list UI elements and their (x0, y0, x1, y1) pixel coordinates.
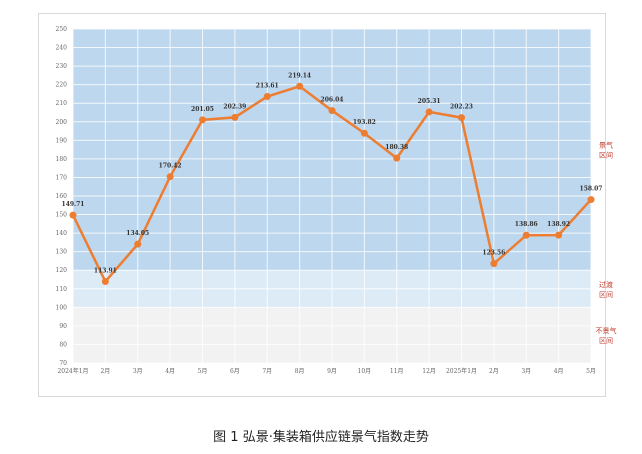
x-tick-label: 2024年1月 (57, 367, 88, 375)
zone-label: 不景气 (596, 326, 617, 335)
x-tick-label: 4月 (554, 368, 564, 375)
y-tick-label: 160 (56, 193, 68, 200)
data-label: 149.71 (62, 201, 85, 208)
y-tick-label: 250 (56, 26, 68, 33)
data-label: 193.82 (353, 119, 376, 126)
data-label: 213.61 (256, 83, 279, 90)
data-point (490, 260, 498, 268)
y-tick-label: 120 (56, 267, 68, 274)
x-tick-label: 3月 (521, 368, 531, 375)
data-label: 138.86 (515, 221, 538, 228)
x-tick-label: 9月 (327, 368, 337, 375)
x-tick-label: 10月 (358, 368, 372, 375)
y-tick-label: 130 (56, 249, 68, 256)
x-tick-label: 8月 (295, 368, 305, 375)
data-point (393, 154, 401, 162)
y-tick-label: 170 (56, 174, 68, 181)
data-label: 206.04 (321, 97, 344, 104)
zone-label: 过渡 (599, 280, 613, 289)
y-tick-label: 190 (56, 137, 68, 144)
x-tick-label: 4月 (165, 368, 175, 375)
x-tick-label: 6月 (230, 368, 240, 375)
x-tick-label: 5月 (586, 368, 596, 375)
chart-frame (38, 13, 606, 397)
x-tick-label: 5月 (198, 368, 208, 375)
y-tick-label: 70 (59, 360, 67, 367)
data-label: 123.56 (482, 250, 505, 257)
data-point (231, 113, 239, 121)
y-tick-label: 100 (56, 304, 68, 311)
data-point (134, 240, 142, 248)
data-point (296, 82, 304, 90)
data-label: 202.39 (223, 103, 246, 110)
y-tick-label: 150 (56, 212, 68, 219)
data-label: 170.42 (159, 163, 182, 170)
y-tick-label: 220 (56, 82, 68, 89)
data-label: 138.92 (547, 221, 570, 228)
x-tick-label: 7月 (262, 368, 272, 375)
zone-label: 景气 (599, 141, 613, 150)
data-label: 158.07 (580, 186, 603, 193)
data-point (360, 129, 368, 137)
zone-label: 区间 (599, 337, 613, 345)
x-tick-label: 3月 (133, 368, 143, 375)
data-point (101, 278, 109, 286)
data-point (69, 211, 77, 219)
y-tick-label: 230 (56, 63, 68, 70)
data-point (199, 116, 206, 124)
y-tick-label: 200 (56, 119, 68, 126)
zone-label: 区间 (599, 291, 613, 299)
data-point (458, 114, 465, 122)
x-tick-label: 2月 (489, 368, 499, 375)
data-label: 134.05 (126, 230, 149, 237)
data-label: 219.14 (288, 72, 311, 79)
y-tick-label: 210 (56, 100, 68, 107)
data-point (522, 231, 530, 239)
data-point (425, 108, 433, 116)
data-point (263, 93, 271, 101)
data-label: 113.91 (94, 268, 117, 275)
y-tick-label: 80 (59, 341, 67, 348)
figure-caption: 图 1 弘景·集装箱供应链景气指数走势 (213, 430, 429, 445)
zone-label: 区间 (599, 152, 613, 160)
data-point (328, 107, 336, 115)
data-label: 180.38 (385, 144, 408, 151)
x-tick-label: 2025年1月 (446, 367, 477, 375)
y-tick-label: 90 (59, 323, 67, 330)
data-point (587, 196, 595, 204)
y-tick-label: 140 (56, 230, 68, 237)
y-tick-label: 110 (56, 286, 68, 293)
x-tick-label: 11月 (390, 368, 404, 375)
data-label: 205.31 (418, 98, 441, 105)
x-tick-label: 2月 (100, 368, 110, 375)
data-point (166, 173, 174, 181)
data-point (555, 231, 563, 239)
y-tick-label: 180 (56, 156, 68, 163)
data-label: 202.23 (450, 104, 473, 111)
x-tick-label: 12月 (422, 368, 436, 375)
data-label: 201.05 (191, 106, 214, 113)
y-tick-label: 240 (56, 45, 68, 52)
